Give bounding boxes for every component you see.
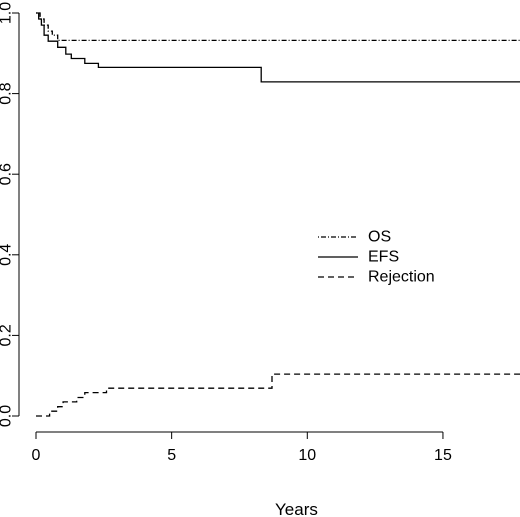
y-tick-label: 0.6 xyxy=(0,163,15,185)
series-line-efs xyxy=(36,12,520,83)
y-tick-label: 0.0 xyxy=(0,405,15,427)
axes xyxy=(18,13,443,433)
legend-label-efs: EFS xyxy=(368,249,399,266)
y-ticks: 0.0 0.2 0.4 0.6 0.8 1.0 xyxy=(0,2,19,427)
y-tick-label: 0.4 xyxy=(0,244,14,266)
series-line-os xyxy=(36,12,520,42)
y-tick-label: 1.0 xyxy=(0,2,15,24)
x-ticks: 0 5 10 15 xyxy=(32,432,452,464)
y-tick-label: 0.8 xyxy=(0,82,15,104)
series-line-rejection xyxy=(36,373,520,417)
x-tick-label: 5 xyxy=(167,447,176,464)
x-tick-label: 0 xyxy=(32,447,41,464)
legend-label-os: OS xyxy=(368,229,391,246)
x-tick-label: 10 xyxy=(298,447,316,464)
series-group xyxy=(36,12,520,417)
x-axis-title: Years xyxy=(275,500,318,517)
legend-label-rejection: Rejection xyxy=(368,269,435,286)
x-tick-label: 15 xyxy=(434,447,452,464)
y-tick-label: 0.2 xyxy=(0,324,15,346)
legend: OS EFS Rejection xyxy=(318,229,435,286)
